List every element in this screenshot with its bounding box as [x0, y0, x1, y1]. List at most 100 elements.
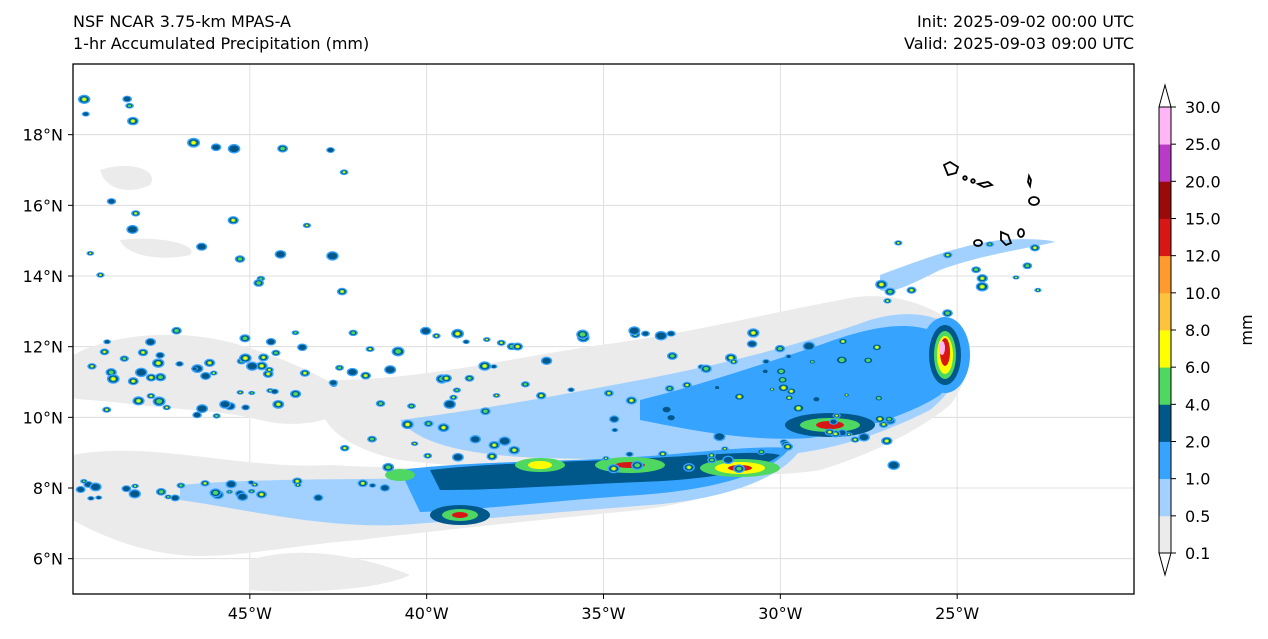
precip-cell — [732, 360, 735, 363]
lon-tick-label: 30°W — [758, 604, 802, 623]
precip-cell — [796, 406, 801, 410]
precip-cell — [364, 374, 368, 377]
precip-cell — [231, 219, 235, 222]
precip-cell — [413, 442, 416, 445]
precip-cell — [910, 289, 913, 292]
precip-cell — [736, 466, 742, 471]
lon-tick-label: 25°W — [935, 604, 979, 623]
model-title: NSF NCAR 3.75-km MPAS-A — [73, 12, 291, 31]
precip-cell — [193, 412, 201, 418]
precip-cell — [243, 356, 248, 360]
colorbar-level-label: 8.0 — [1185, 321, 1210, 340]
precip-cell — [865, 358, 871, 363]
precip-cell — [343, 171, 346, 174]
precip-cell — [542, 357, 551, 364]
precip-cell — [385, 366, 395, 373]
precip-cell — [1025, 264, 1030, 268]
lon-tick-label: 35°W — [581, 604, 625, 623]
precip-cell — [771, 388, 773, 390]
precip-cell — [667, 331, 675, 336]
precip-trace-band-west — [73, 334, 360, 424]
precip-cell — [804, 342, 814, 350]
precip-cell — [208, 361, 212, 365]
precip-cell — [687, 466, 691, 469]
precip-cell — [253, 483, 256, 486]
precip-cell — [179, 484, 183, 487]
lat-tick-label: 6°N — [33, 550, 63, 569]
precip-cell — [405, 423, 410, 426]
precip-cell — [723, 456, 733, 463]
precip-cell — [491, 365, 496, 369]
colorbar-level-label: 15.0 — [1185, 210, 1221, 229]
precip-cell — [661, 452, 664, 455]
precip-cell — [201, 373, 210, 379]
precip-cell — [82, 97, 86, 101]
colorbar-unit-label: mm — [1237, 314, 1256, 345]
precip-cell — [452, 396, 455, 399]
island-brava-fogo — [973, 239, 983, 247]
map-panel — [72, 63, 1135, 595]
precip-cell — [298, 344, 307, 350]
precip-cell-yellow — [528, 461, 552, 469]
precip-cell — [634, 463, 641, 468]
precip-cell — [266, 372, 270, 376]
island-santo-antao — [942, 160, 960, 177]
precip-cell — [369, 348, 372, 350]
precip-cell — [875, 346, 879, 349]
precip-cell — [612, 428, 617, 432]
precip-cell — [759, 450, 764, 454]
precip-cell — [709, 458, 714, 462]
precip-cell — [789, 390, 793, 393]
precip-cell — [845, 394, 848, 396]
precip-cell — [421, 328, 430, 334]
precip-cell — [629, 327, 639, 334]
precip-cell — [131, 380, 135, 383]
colorbar-level-label: 12.0 — [1185, 247, 1221, 266]
colorbar-swatch — [1159, 478, 1171, 517]
latitude-axis: 6°N 8°N 10°N 12°N 14°N 16°N 18°N — [23, 126, 73, 569]
precip-cell — [156, 361, 160, 365]
precip-cell — [134, 485, 136, 487]
precip-cell — [483, 364, 487, 368]
precip-cell — [303, 372, 307, 375]
lat-tick-label: 18°N — [23, 126, 63, 145]
precip-cell — [149, 376, 153, 379]
precip-cell — [99, 274, 102, 276]
precip-cell — [830, 419, 837, 424]
precip-cell — [763, 359, 769, 364]
precip-cell — [247, 362, 257, 370]
valid-time: Valid: 2025-09-03 09:00 UTC — [903, 34, 1134, 53]
precip-cell — [105, 408, 108, 411]
precip-cell — [295, 480, 299, 483]
precip-cell — [629, 399, 633, 402]
precip-cell — [165, 406, 168, 409]
precip-cell — [781, 386, 786, 390]
precip-cell — [260, 364, 264, 368]
precip-cell — [483, 409, 488, 413]
precip-cell — [490, 455, 494, 458]
precip-cell — [854, 438, 857, 441]
precip-cell — [813, 397, 820, 402]
title-left: NSF NCAR 3.75-km MPAS-A 1-hr Accumulated… — [73, 11, 369, 55]
precip-cell — [444, 377, 448, 380]
precip-cell — [988, 243, 992, 246]
precip-cell — [685, 384, 689, 387]
precip-cell — [370, 437, 375, 441]
precip-cell — [242, 336, 248, 341]
precip-cell — [455, 332, 460, 336]
lat-tick-label: 16°N — [23, 196, 63, 215]
precip-cell — [157, 375, 163, 380]
precip-cell — [495, 394, 498, 397]
island-santiago — [1000, 230, 1013, 247]
precip-trace-patch-sw — [250, 552, 410, 592]
precip-cell — [327, 148, 334, 153]
precip-cell — [83, 112, 89, 116]
scattered-cells — [75, 94, 1042, 502]
precip-cell — [887, 289, 893, 294]
longitude-axis: 45°W 40°W 35°W 30°W 25°W — [228, 594, 979, 623]
precip-cell — [176, 361, 183, 366]
colorbar-swatch — [1159, 255, 1171, 294]
precip-cell — [361, 482, 365, 485]
colorbar-swatch — [1159, 144, 1171, 182]
precip-cell — [166, 495, 170, 498]
